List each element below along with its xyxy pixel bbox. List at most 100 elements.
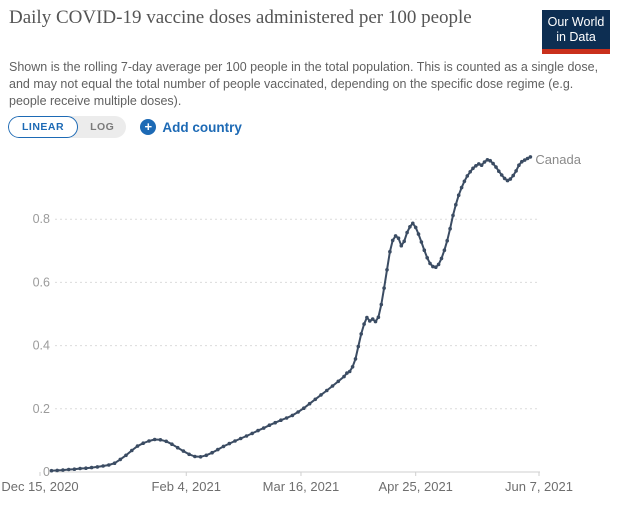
data-point: [485, 158, 490, 162]
page-subtitle: Shown is the rolling 7-day average per 1…: [9, 60, 599, 108]
data-point: [238, 436, 243, 441]
series-end-label[interactable]: Canada: [535, 152, 581, 167]
data-point: [336, 379, 341, 384]
owid-logo: Our World in Data: [542, 10, 610, 54]
data-point: [525, 156, 530, 161]
data-point: [471, 166, 475, 171]
x-tick-label: Mar 16, 2021: [263, 479, 340, 494]
data-point: [499, 173, 504, 177]
data-point: [459, 185, 464, 190]
data-point: [402, 239, 407, 244]
data-point: [95, 465, 100, 469]
data-point: [101, 464, 105, 468]
data-point: [353, 357, 358, 361]
data-point: [107, 463, 111, 467]
data-point: [130, 448, 134, 453]
log-scale-button[interactable]: LOG: [78, 116, 126, 138]
data-point: [233, 439, 237, 443]
data-point: [422, 248, 427, 252]
scale-toggle: LINEAR LOG: [8, 116, 127, 138]
add-country-button[interactable]: + Add country: [140, 119, 242, 135]
data-point: [227, 441, 232, 446]
data-point: [89, 465, 94, 470]
data-point: [393, 234, 398, 238]
data-point: [49, 468, 54, 473]
data-point: [250, 431, 254, 436]
data-point: [399, 243, 404, 248]
linear-scale-button[interactable]: LINEAR: [8, 116, 79, 138]
data-point: [216, 447, 220, 452]
data-point: [362, 322, 366, 326]
data-point: [198, 455, 203, 459]
data-point: [368, 319, 372, 323]
x-tick-label: Apr 25, 2021: [378, 479, 452, 494]
data-point: [175, 445, 180, 450]
data-point: [370, 317, 375, 321]
data-point: [428, 261, 432, 266]
data-point: [193, 454, 197, 459]
data-point: [468, 170, 473, 174]
data-point: [511, 173, 515, 178]
data-point: [273, 420, 278, 425]
data-point: [267, 423, 272, 428]
plus-icon: +: [140, 119, 157, 135]
data-point: [425, 255, 430, 260]
data-point: [482, 160, 487, 164]
data-point: [124, 453, 128, 458]
owid-logo-line2: in Data: [556, 30, 596, 44]
page-title: Daily COVID-19 vaccine doses administere…: [9, 7, 472, 28]
y-tick-label: 0: [43, 465, 50, 479]
data-point: [330, 384, 335, 388]
data-point: [465, 174, 470, 178]
data-point: [204, 453, 209, 458]
owid-logo-text: Our World in Data: [542, 10, 610, 49]
data-point: [284, 416, 289, 420]
data-point: [408, 225, 412, 229]
data-point: [84, 466, 88, 471]
data-point: [319, 393, 323, 397]
data-point: [164, 439, 168, 444]
y-tick-label: 0.6: [33, 275, 50, 289]
data-point: [61, 468, 65, 472]
data-point: [147, 439, 151, 443]
owid-logo-red-bar: [542, 49, 610, 54]
data-point: [356, 344, 361, 349]
data-point: [411, 221, 415, 226]
data-point: [445, 238, 450, 243]
data-point: [439, 256, 444, 261]
data-point: [256, 428, 260, 433]
data-point: [279, 418, 283, 423]
add-country-label: Add country: [162, 119, 242, 135]
data-point: [345, 371, 349, 375]
data-point: [152, 437, 157, 442]
data-point: [390, 238, 395, 243]
data-point: [416, 232, 421, 236]
data-point: [158, 438, 163, 442]
data-point: [462, 179, 467, 184]
x-tick-label: Feb 4, 2021: [152, 479, 221, 494]
data-point: [325, 388, 329, 393]
x-tick-label: Dec 15, 2020: [1, 479, 78, 494]
data-point: [474, 164, 478, 168]
data-point: [508, 177, 513, 181]
data-point: [522, 158, 527, 162]
data-point: [347, 369, 352, 374]
data-point: [359, 332, 364, 336]
y-tick-label: 0.4: [33, 339, 50, 353]
data-point: [141, 441, 145, 446]
data-point: [78, 466, 82, 471]
data-point: [456, 193, 461, 197]
data-point: [431, 264, 435, 269]
data-line: [50, 155, 532, 472]
chart-controls: LINEAR LOG + Add country: [8, 115, 242, 139]
data-point: [413, 225, 418, 230]
owid-logo-line1: Our World: [547, 15, 605, 29]
data-point: [210, 450, 214, 455]
data-point: [187, 452, 191, 457]
data-point: [497, 169, 501, 173]
data-point: [491, 161, 495, 166]
y-tick-label: 0.2: [33, 402, 50, 416]
data-point: [505, 178, 510, 183]
